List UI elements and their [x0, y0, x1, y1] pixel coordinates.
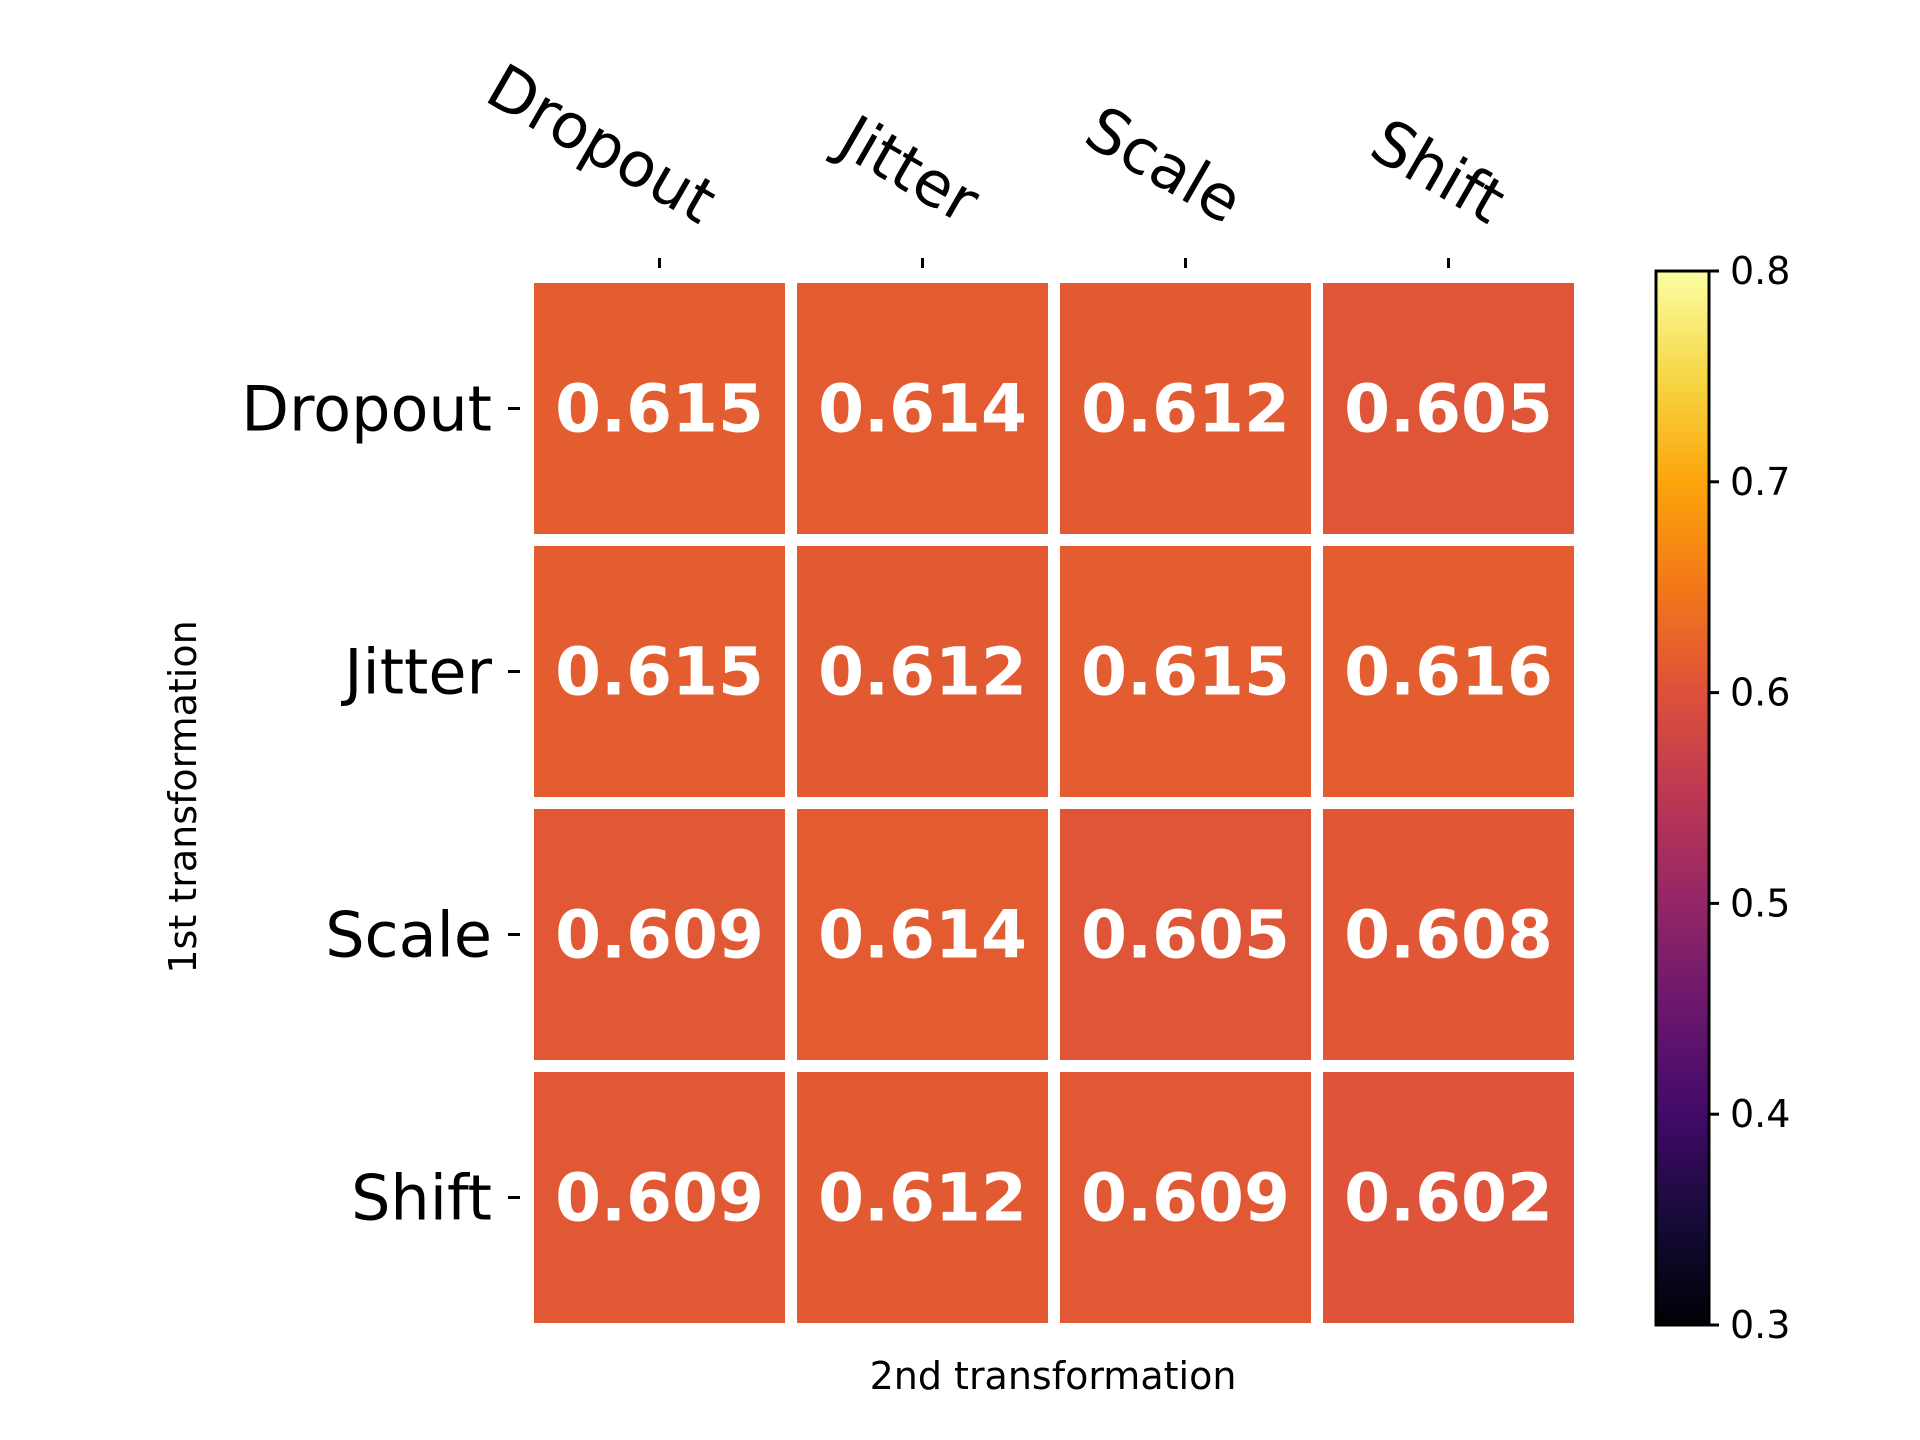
- cell-value-label: 0.616: [1344, 634, 1553, 711]
- heatmap-cell: [1323, 283, 1574, 534]
- y-tick-label: Scale: [325, 899, 492, 972]
- colorbar: [1654, 269, 1711, 1327]
- heatmap-cell: [1060, 809, 1311, 1060]
- cell-value-label: 0.614: [818, 371, 1027, 448]
- x-tick-label: Jitter: [824, 99, 992, 238]
- colorbar-tick-label: 0.5: [1730, 881, 1790, 925]
- heatmap-cell: [797, 283, 1048, 534]
- x-tick-label: Shift: [1359, 104, 1518, 238]
- colorbar-gradient: [1654, 269, 1711, 1327]
- heatmap-cell: [1060, 1072, 1311, 1323]
- cell-value-label: 0.615: [555, 634, 764, 711]
- cell-value-label: 0.614: [818, 897, 1027, 974]
- cell-value-label: 0.612: [818, 1160, 1027, 1237]
- colorbar-tick-label: 0.6: [1730, 671, 1790, 715]
- heatmap-cell: [1323, 1072, 1574, 1323]
- heatmap-cell: [797, 546, 1048, 797]
- heatmap-cell: [1323, 546, 1574, 797]
- y-tick-label: Jitter: [340, 636, 492, 709]
- x-tick-label: Scale: [1074, 91, 1255, 238]
- heatmap-cell: [534, 283, 785, 534]
- heatmap-cell: [1323, 809, 1574, 1060]
- cell-value-label: 0.615: [1081, 634, 1290, 711]
- colorbar-tick-label: 0.4: [1730, 1092, 1790, 1136]
- heatmap-cell: [534, 809, 785, 1060]
- heatmap-cell: [534, 1072, 785, 1323]
- y-tick-label: Dropout: [241, 373, 492, 446]
- y-axis-label: 1st transformation: [161, 620, 205, 973]
- cell-value-label: 0.609: [1081, 1160, 1290, 1237]
- x-axis-ticks: Dropout Jitter Scale Shift: [475, 49, 1518, 268]
- heatmap-cell: [1060, 546, 1311, 797]
- cell-value-label: 0.609: [555, 1160, 764, 1237]
- colorbar-tick-label: 0.7: [1730, 460, 1790, 504]
- x-axis-label: 2nd transformation: [870, 1354, 1237, 1398]
- y-tick-label: Shift: [351, 1162, 492, 1235]
- cell-value-label: 0.605: [1344, 371, 1553, 448]
- heatmap-cell: [797, 1072, 1048, 1323]
- cell-value-label: 0.612: [818, 634, 1027, 711]
- cell-value-label: 0.615: [555, 371, 764, 448]
- colorbar-ticks: 0.3 0.4 0.5 0.6 0.7 0.8: [1709, 249, 1790, 1347]
- heatmap-cell: [1060, 283, 1311, 534]
- heatmap-cells: 0.615 0.614 0.612 0.605 0.615 0.612 0.615 0.616…: [534, 283, 1574, 1323]
- colorbar-tick-label: 0.8: [1730, 249, 1790, 293]
- cell-value-label: 0.608: [1344, 897, 1553, 974]
- heatmap-cell: [797, 809, 1048, 1060]
- heatmap-cell: [534, 546, 785, 797]
- cell-value-label: 0.612: [1081, 371, 1290, 448]
- cell-value-label: 0.609: [555, 897, 764, 974]
- colorbar-tick-label: 0.3: [1730, 1303, 1790, 1347]
- cell-value-label: 0.605: [1081, 897, 1290, 974]
- x-tick-label: Dropout: [475, 49, 729, 238]
- y-axis-ticks: Dropout Jitter Scale Shift: [241, 373, 520, 1235]
- cell-value-label: 0.602: [1344, 1160, 1553, 1237]
